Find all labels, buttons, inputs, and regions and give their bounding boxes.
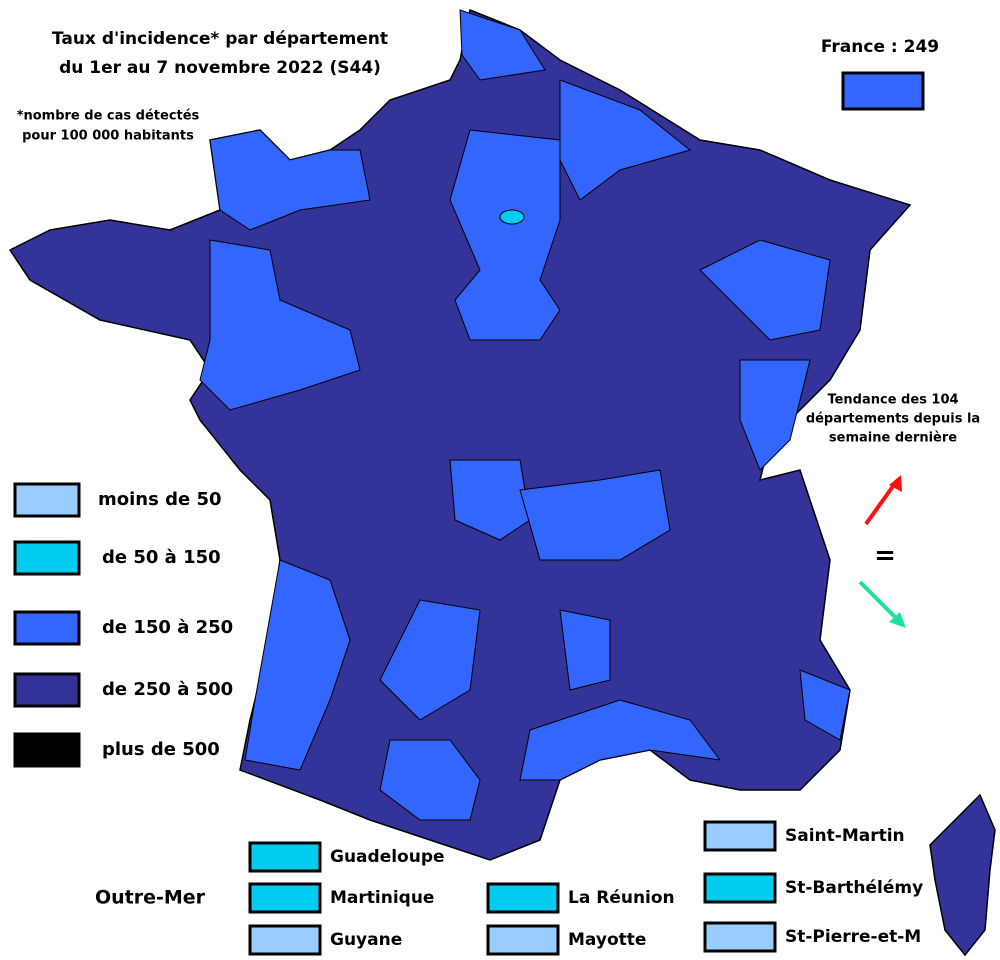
france-label: France : 249 <box>821 37 939 57</box>
legend: moins de 50 de 50 à 150 de 150 à 250 de 250… <box>13 482 233 768</box>
up-arrow <box>864 480 898 526</box>
region <box>799 669 851 741</box>
legend-label: moins de 50 <box>98 489 222 510</box>
corsica <box>929 793 996 957</box>
legend-swatch <box>13 672 81 708</box>
overseas-label: Saint-Martin <box>785 826 905 846</box>
legend-swatch <box>13 732 81 768</box>
region <box>199 239 361 411</box>
legend-swatch <box>13 540 81 576</box>
overseas-swatch <box>248 924 322 956</box>
overseas-swatch <box>703 820 777 852</box>
region <box>449 129 561 341</box>
trend-text: semaine dernière <box>829 431 957 446</box>
up-arrow-head <box>889 475 902 492</box>
overseas-swatch <box>486 924 560 956</box>
overseas-label: Guyane <box>330 930 402 950</box>
note-line: pour 100 000 habitants <box>22 129 194 144</box>
region <box>379 599 481 721</box>
overseas-title: Outre-Mer <box>95 887 206 909</box>
overseas-label: Martinique <box>330 888 434 908</box>
trend-text: Tendance des 104 <box>827 393 958 408</box>
overseas-label: Mayotte <box>568 930 646 950</box>
paris <box>499 209 525 225</box>
overseas-swatch <box>703 921 777 953</box>
title-line: Taux d'incidence* par département <box>52 29 388 49</box>
legend-swatch <box>13 610 81 646</box>
legend-swatch <box>13 482 81 518</box>
trend-text: départements depuis la <box>806 412 980 427</box>
overseas-swatch <box>248 841 322 873</box>
overseas-swatch <box>703 872 777 904</box>
overseas-label: St-Pierre-et-M <box>785 927 921 947</box>
overseas-label: St-Barthélémy <box>785 878 923 898</box>
region <box>244 559 351 771</box>
note-line: *nombre de cas détectés <box>17 109 200 124</box>
france-map <box>8 8 996 957</box>
region <box>519 699 722 781</box>
legend-label: de 250 à 500 <box>102 679 233 700</box>
region <box>449 459 531 541</box>
region <box>379 739 481 821</box>
legend-label: de 50 à 150 <box>102 547 221 568</box>
lighter-departments <box>199 9 851 821</box>
overseas: Guadeloupe Martinique Guyane La Réunion Mayo… <box>248 820 923 956</box>
region <box>699 239 831 341</box>
title-line: du 1er au 7 novembre 2022 (S44) <box>59 58 381 78</box>
overseas-swatch <box>486 882 560 914</box>
region <box>739 359 811 471</box>
header: Taux d'incidence* par département du 1er … <box>17 29 388 144</box>
overseas-label: La Réunion <box>568 888 675 908</box>
region <box>209 129 371 231</box>
trend: Tendance des 104 départements depuis la se… <box>806 393 980 446</box>
equal-sign: = <box>874 541 896 571</box>
down-arrow <box>858 580 900 622</box>
legend-label: plus de 500 <box>102 739 220 760</box>
overseas-swatch <box>248 882 322 914</box>
france-swatch <box>841 71 925 111</box>
overseas-label: Guadeloupe <box>330 847 445 867</box>
legend-label: de 150 à 250 <box>102 617 233 638</box>
region <box>519 469 671 561</box>
region <box>559 609 611 691</box>
down-arrow-head <box>889 612 906 628</box>
region <box>459 9 546 81</box>
